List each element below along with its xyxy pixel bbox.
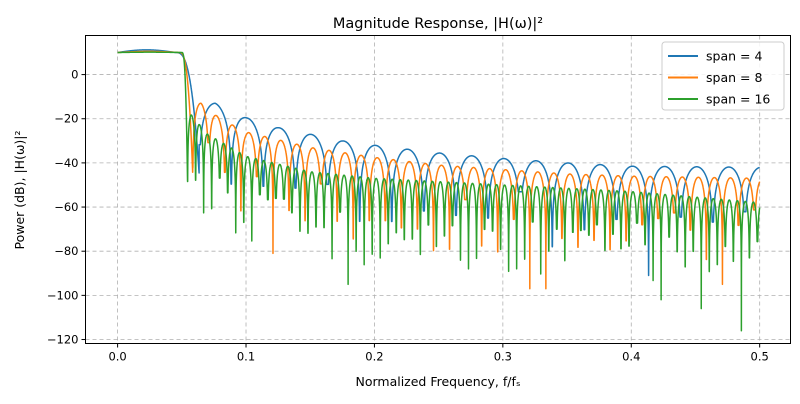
legend-box xyxy=(661,41,785,111)
x-tick-label: 0.2 xyxy=(365,350,383,364)
y-tick-label: −100 xyxy=(47,288,79,302)
y-axis-label: Power (dB), |H(ω)|² xyxy=(12,130,27,249)
series-line-span-8 xyxy=(116,50,761,290)
y-tick-label: −120 xyxy=(47,333,79,347)
legend: span = 4 span = 8 span = 16 xyxy=(661,41,785,111)
series-line-span-16 xyxy=(116,51,761,332)
chart-title: Magnitude Response, |H(ω)|² xyxy=(333,16,543,32)
x-axis-ticks: 0.0 0.1 0.2 0.3 0.4 0.5 xyxy=(108,343,769,364)
legend-label: span = 8 xyxy=(706,70,762,85)
x-axis-label: Normalized Frequency, f/fₛ xyxy=(355,374,520,389)
y-tick-label: −20 xyxy=(54,112,78,126)
y-tick-label: 0 xyxy=(71,68,78,82)
x-tick-label: 0.5 xyxy=(751,350,769,364)
y-tick-label: −40 xyxy=(54,156,78,170)
y-tick-label: −60 xyxy=(54,200,78,214)
x-tick-label: 0.0 xyxy=(108,350,126,364)
legend-label: span = 16 xyxy=(706,92,770,107)
plot-frame xyxy=(85,35,791,344)
series-lines xyxy=(116,49,761,332)
x-tick-label: 0.4 xyxy=(622,350,640,364)
y-tick-label: −80 xyxy=(54,244,78,258)
y-axis-ticks: 0 −20 −40 −60 −80 −100 −120 xyxy=(47,68,86,347)
grid xyxy=(85,35,791,344)
legend-label: span = 4 xyxy=(706,49,762,64)
x-tick-label: 0.1 xyxy=(237,350,255,364)
x-tick-label: 0.3 xyxy=(494,350,512,364)
series-line-span-4 xyxy=(116,49,761,277)
